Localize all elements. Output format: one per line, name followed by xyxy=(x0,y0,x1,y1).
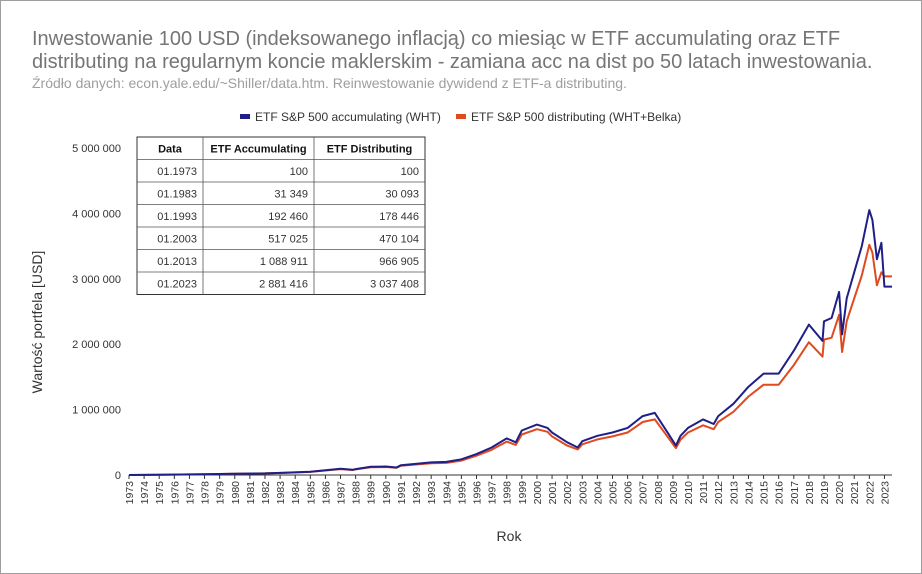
x-tick-label: 1990 xyxy=(381,481,393,505)
x-tick-label: 1995 xyxy=(456,481,468,505)
table-cell: 2 881 416 xyxy=(259,279,308,291)
y-tick-label: 0 xyxy=(115,470,121,482)
x-tick-label: 2011 xyxy=(698,481,710,504)
x-axis-label: Rok xyxy=(497,528,523,544)
table-cell: 01.2013 xyxy=(157,256,197,268)
x-tick-label: 1977 xyxy=(184,481,196,505)
data-table: Data ETF Accumulating ETF Distributing 01.1… xyxy=(136,136,426,295)
table-cell: 100 xyxy=(401,166,419,178)
series-group xyxy=(128,209,892,476)
x-tick-label: 1997 xyxy=(487,481,499,505)
table-cell: 1 088 911 xyxy=(260,256,308,268)
x-tick-label: 1992 xyxy=(411,481,423,505)
x-tick-label: 2019 xyxy=(819,481,831,505)
x-tick-label: 1991 xyxy=(396,481,408,505)
x-tick-label: 2018 xyxy=(804,481,816,505)
table-header-cell: Data xyxy=(158,144,183,156)
x-tick-label: 2017 xyxy=(789,481,801,505)
x-tick-label: 1994 xyxy=(441,481,453,505)
x-tick-label: 1986 xyxy=(320,481,332,505)
x-tick-label: 1999 xyxy=(517,481,529,505)
x-tick-label: 1998 xyxy=(502,481,514,505)
table-cell: 01.1983 xyxy=(157,189,197,201)
x-tick-label: 1978 xyxy=(200,481,212,505)
table-cell: 470 104 xyxy=(379,234,419,246)
x-tick-label: 2009 xyxy=(668,481,680,505)
x-tick-label: 1979 xyxy=(215,481,227,505)
y-tick-label: 1 000 000 xyxy=(72,405,121,417)
y-axis-label: Wartość portfela [USD] xyxy=(29,251,45,394)
x-tick-label: 2016 xyxy=(774,481,786,505)
table-cell: 517 025 xyxy=(268,234,308,246)
y-tick-label: 4 000 000 xyxy=(72,208,121,220)
y-axis: 0 1 000 000 2 000 000 3 000 000 4 000 000 5 0… xyxy=(72,143,121,482)
x-tick-label: 2006 xyxy=(623,481,635,505)
table-header-cell: ETF Accumulating xyxy=(210,144,306,156)
x-tick-label: 2005 xyxy=(607,481,619,505)
table-cell: 192 460 xyxy=(268,211,308,223)
x-tick-label: 1985 xyxy=(305,481,317,505)
y-tick-label: 3 000 000 xyxy=(72,274,121,286)
table-cell: 01.1973 xyxy=(157,166,197,178)
x-tick-label: 1973 xyxy=(124,481,136,505)
table-cell: 01.2003 xyxy=(157,234,197,246)
x-tick-label: 2000 xyxy=(532,481,544,505)
x-tick-label: 1988 xyxy=(351,481,363,505)
table-header-cell: ETF Distributing xyxy=(327,144,413,156)
legend: ETF S&P 500 accumulating (WHT) ETF S&P 50… xyxy=(240,110,681,124)
table-cell: 01.2023 xyxy=(157,279,197,291)
x-tick-label: 2021 xyxy=(849,481,861,505)
x-tick-label: 1975 xyxy=(154,481,166,505)
table-cell: 178 446 xyxy=(379,211,419,223)
x-tick-label: 1981 xyxy=(245,481,257,505)
x-tick-label: 2007 xyxy=(638,481,650,505)
table-cell: 30 093 xyxy=(385,189,419,201)
x-tick-label: 1983 xyxy=(275,481,287,505)
x-tick-label: 1984 xyxy=(290,481,302,505)
table-cell: 966 905 xyxy=(379,256,419,268)
x-tick-label: 1989 xyxy=(366,481,378,505)
chart-subtitle: Źródło danych: econ.yale.edu/~Shiller/da… xyxy=(32,75,627,91)
x-tick-label: 1987 xyxy=(336,481,348,505)
x-tick-label: 2008 xyxy=(653,481,665,505)
table-cell: 31 349 xyxy=(274,189,308,201)
x-tick-label: 2015 xyxy=(759,481,771,505)
table-cell: 3 037 408 xyxy=(370,279,419,291)
x-axis: 1973 1974 1975 1976 1977 1978 1979 1980 1981 1982… xyxy=(124,474,892,505)
x-tick-label: 2020 xyxy=(834,481,846,505)
x-tick-label: 2002 xyxy=(562,481,574,505)
x-tick-label: 2001 xyxy=(547,481,559,505)
table-cell: 01.1993 xyxy=(157,211,197,223)
y-tick-label: 2 000 000 xyxy=(72,339,121,351)
legend-label: ETF S&P 500 distributing (WHT+Belka) xyxy=(471,110,681,124)
table-cell: 100 xyxy=(290,166,308,178)
x-tick-label: 2013 xyxy=(728,481,740,505)
legend-swatch xyxy=(240,114,250,119)
chart-title: Inwestowanie 100 USD (indeksowanego infl… xyxy=(32,28,873,73)
legend-swatch xyxy=(456,114,466,119)
table-border xyxy=(136,136,426,295)
x-tick-label: 1976 xyxy=(169,481,181,505)
x-tick-label: 2012 xyxy=(713,481,725,505)
x-tick-label: 1996 xyxy=(472,481,484,505)
x-tick-label: 2010 xyxy=(683,481,695,505)
y-tick-label: 5 000 000 xyxy=(72,143,121,155)
series-accumulating-line xyxy=(128,209,892,476)
x-tick-label: 1982 xyxy=(260,481,272,505)
x-tick-label: 2023 xyxy=(879,481,891,505)
x-tick-label: 2003 xyxy=(577,481,589,505)
x-tick-label: 1980 xyxy=(230,481,242,505)
x-tick-label: 2022 xyxy=(864,481,876,505)
x-tick-label: 1993 xyxy=(426,481,438,505)
legend-label: ETF S&P 500 accumulating (WHT) xyxy=(255,110,441,124)
x-tick-label: 2014 xyxy=(743,481,755,505)
x-tick-label: 2004 xyxy=(592,481,604,505)
x-tick-label: 1974 xyxy=(139,481,151,505)
